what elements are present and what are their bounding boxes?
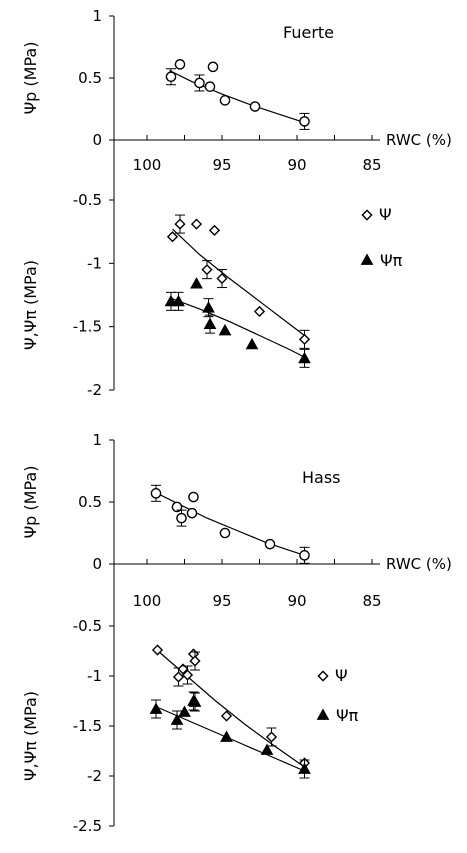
fuerte-series-0-point: [174, 218, 186, 230]
fuerte-top-ytick-label: 0.5: [78, 69, 102, 87]
hass-top-ytick-label: 0: [92, 555, 102, 573]
hass-series-1-point: [149, 702, 163, 714]
fuerte-legend-psipi-label: Ψπ: [380, 251, 403, 270]
fuerte-series-0-point: [201, 264, 213, 276]
hass-bottom-ytick-label: -1.5: [73, 717, 102, 735]
fuerte-bottom-ytick-label: -1: [87, 254, 102, 272]
hass-xtick-label: 85: [362, 592, 381, 610]
hass-xtick-label: 95: [212, 592, 231, 610]
hass-top-point: [186, 507, 198, 519]
hass-top-point: [264, 538, 276, 550]
fuerte-top-fit-line: [169, 70, 305, 124]
fuerte-series-1-point: [190, 277, 203, 289]
fuerte-xtick-label: 100: [133, 156, 162, 174]
fuerte-top-point: [174, 59, 186, 70]
hass-series-1-point: [187, 694, 200, 706]
fuerte-bottom-ytick-label: -0.5: [73, 191, 102, 209]
fuerte-xtick-label: 95: [212, 156, 231, 174]
fuerte-series-0-point: [208, 224, 221, 236]
hass-top-point: [188, 491, 199, 503]
hass-series-1-point: [170, 713, 184, 725]
hass-legend-psipi-marker: [316, 708, 330, 720]
hass-top-ytick-label: 0.5: [78, 493, 102, 511]
hass-bottom-ytick-label: -2: [87, 767, 102, 785]
fuerte-bottom-ytick-label: -1.5: [73, 318, 102, 336]
fuerte-series-1-point: [202, 301, 215, 313]
hass-legend-psi-marker: [317, 670, 329, 682]
hass-xtick-label: 100: [133, 592, 162, 610]
hass-series-1-point: [178, 705, 191, 717]
fuerte-xtick-label: 85: [362, 156, 381, 174]
hass-series-0-point: [265, 731, 278, 743]
fuerte-top-point: [219, 95, 231, 106]
fuerte-top-point: [207, 61, 219, 73]
fuerte-bottom-ytick-label: -2: [87, 381, 102, 399]
fuerte-bottom-fit-line-1: [172, 298, 305, 358]
hass-series-1-point: [298, 762, 311, 774]
hass-series-0-point: [151, 644, 164, 656]
hass-bottom-ytick-label: -1: [87, 667, 102, 685]
fuerte-x-axis-label: RWC (%): [386, 131, 452, 149]
hass-series-1-point: [260, 743, 274, 755]
fuerte-series-1-point: [218, 323, 232, 336]
hass-series-0-point: [220, 710, 233, 722]
hass-x-axis-label: RWC (%): [386, 555, 452, 573]
fuerte-top-y-axis-label: Ψp (MPa): [21, 42, 40, 115]
fuerte-legend-psipi-marker: [360, 253, 374, 265]
fuerte-series-1-point: [203, 317, 217, 330]
fuerte-series-0-point: [166, 231, 179, 243]
hass-series-0-point: [189, 655, 201, 667]
fuerte-series-1-point: [172, 294, 185, 307]
fuerte-series-1-point: [245, 337, 259, 350]
hass-top-y-axis-label: Ψp (MPa): [21, 466, 40, 539]
fuerte-top-ytick-label: 1: [92, 7, 102, 25]
fuerte-series-1-point: [164, 294, 178, 307]
hass-panel-title: Hass: [302, 468, 341, 487]
hass-top-point: [171, 501, 183, 513]
fuerte-top-point: [165, 71, 177, 83]
fuerte-series-0-point: [216, 272, 228, 285]
hass-top-point: [176, 512, 187, 524]
fuerte-series-0-point: [298, 333, 311, 345]
hass-top-fit-line: [154, 491, 305, 556]
fuerte-top-point: [249, 101, 261, 112]
fuerte-series-0-point: [253, 305, 266, 318]
hass-legend-psipi-label: Ψπ: [336, 706, 359, 725]
hass-legend-psi-label: Ψ: [335, 666, 348, 685]
hass-bottom-ytick-label: -2.5: [73, 817, 102, 835]
fuerte-panel-title: Fuerte: [283, 23, 334, 42]
hass-top-point: [219, 527, 231, 539]
fuerte-series-0-point: [190, 218, 203, 230]
hass-series-0-point: [177, 663, 189, 675]
fuerte-legend-psi-marker: [361, 209, 373, 221]
fuerte-top-point: [194, 77, 205, 89]
fuerte-top-point: [299, 116, 310, 127]
hass-bottom-fit-line-0: [154, 647, 305, 768]
hass-series-0-point: [181, 669, 194, 681]
hass-bottom-ytick-label: -0.5: [73, 617, 102, 635]
hass-series-1-point: [220, 730, 233, 742]
hass-top-ytick-label: 1: [92, 431, 102, 449]
fuerte-bottom-fit-line-0: [172, 228, 305, 336]
fuerte-top-point: [204, 81, 216, 92]
fuerte-series-1-point: [298, 351, 311, 364]
hass-series-0-point: [172, 671, 185, 683]
hass-top-point: [150, 488, 162, 499]
hass-bottom-y-axis-label: Ψ,Ψπ (MPa): [21, 691, 40, 781]
fuerte-top-ytick-label: 0: [92, 131, 102, 149]
hass-top-point: [299, 550, 310, 561]
fuerte-xtick-label: 90: [287, 156, 306, 174]
fuerte-bottom-y-axis-label: Ψ,Ψπ (MPa): [21, 260, 40, 350]
fuerte-legend-psi-label: Ψ: [379, 205, 392, 224]
hass-xtick-label: 90: [287, 592, 306, 610]
